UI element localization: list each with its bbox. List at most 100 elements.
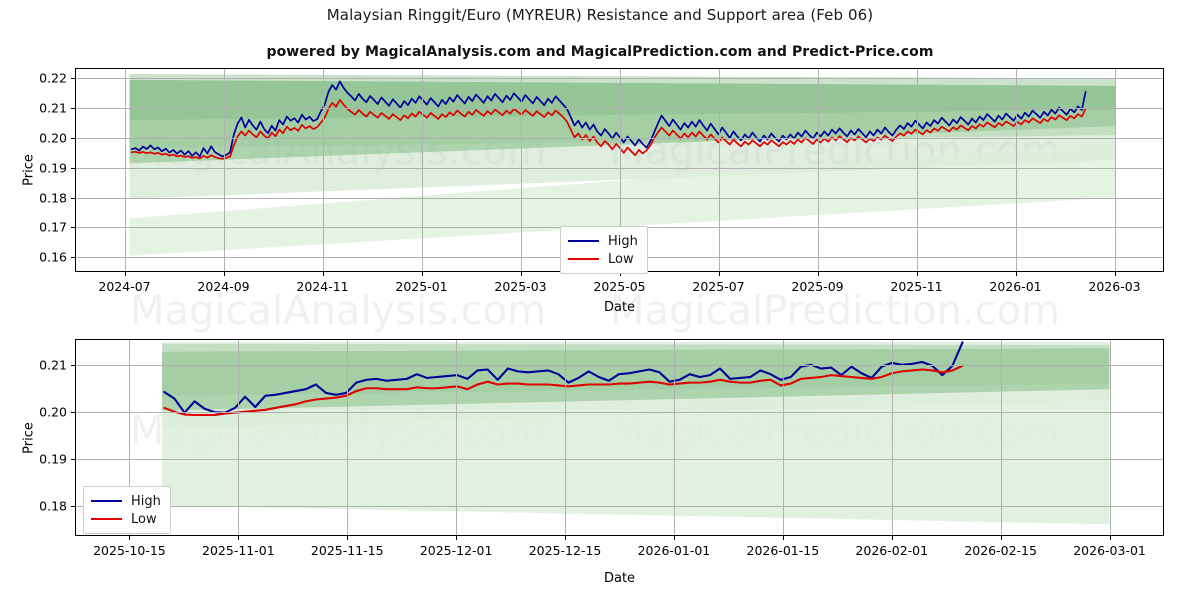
x-gridline [456,339,458,536]
band-resistance-support-mid [162,343,1110,396]
y-tickmark [71,108,75,110]
x-tick-label: 2024-09 [197,279,250,294]
legend-swatch-high-icon [568,240,599,242]
y-tick-label: 0.17 [39,219,67,235]
x-tick-label: 2024-11 [296,279,349,294]
x-tick-label: 2025-03 [494,279,547,294]
x-tickmark [124,272,126,276]
x-tickmark [673,536,675,540]
chart-subtitle: powered by MagicalAnalysis.com and Magic… [266,44,934,60]
y-gridline [75,458,1164,460]
x-tick-label: 2026-02-15 [964,543,1037,558]
y-tick-label: 0.20 [39,404,67,420]
x-tickmark [1000,536,1002,540]
y-tickmark [71,458,75,460]
legend-swatch-high-icon [91,500,122,502]
x-gridline [421,68,423,272]
legend-label: Low [608,251,634,267]
x-tickmark [223,272,225,276]
y-tick-label: 0.18 [39,498,67,513]
x-tick-label: 2025-10-15 [93,543,166,558]
y-tickmark [71,227,75,229]
x-tickmark [1109,536,1111,540]
x-tick-label: 2025-05 [593,279,646,294]
series-line-low [130,99,1087,160]
x-tickmark [619,272,621,276]
x-tick-label: 2026-02-01 [855,543,929,558]
series-line-low [163,364,964,417]
watermark-text: MagicalPrediction.com [610,288,1060,334]
x-gridline [718,68,720,272]
x-tick-label: 2025-12-01 [419,543,493,558]
x-gridline [891,339,893,536]
band-resistance-support-dark [129,79,1115,164]
x-tickmark [129,536,131,540]
legend-label: High [608,233,638,249]
y-tick-label: 0.19 [39,451,67,467]
band-resistance-support-mid [129,74,1115,149]
legend-item-low[interactable]: Low [91,510,161,528]
x-tick-label: 2025-09 [791,279,844,294]
x-tickmark [916,272,918,276]
overview-y-axis-label: Price [21,154,37,186]
legend-item-high[interactable]: High [91,492,161,510]
y-tickmark [71,411,75,413]
y-tickmark [71,167,75,169]
x-gridline [129,339,131,536]
x-tickmark [891,536,893,540]
x-gridline [322,68,324,272]
y-tick-label: 0.20 [39,130,67,146]
overview-legend: High Low [560,226,648,274]
y-tickmark [71,137,75,139]
x-tickmark [817,272,819,276]
y-gridline [75,411,1164,413]
x-tick-label: 2025-11-15 [310,543,384,558]
x-tickmark [565,536,567,540]
x-gridline [223,68,225,272]
legend-item-low[interactable]: Low [568,250,638,268]
overview-plot-svg [129,74,1115,256]
zoom-legend: High Low [83,486,171,534]
series-line-high [163,341,964,414]
x-gridline [619,68,621,272]
x-tick-label: 2025-07 [692,279,745,294]
zoom-plot-area [75,339,1164,536]
x-gridline [916,68,918,272]
zoom-x-axis-label: Date [603,571,636,586]
x-tickmark [421,272,423,276]
y-tick-label: 0.19 [39,160,67,176]
y-tickmark [71,505,75,507]
x-tickmark [1015,272,1017,276]
y-tickmark [71,78,75,80]
legend-item-high[interactable]: High [568,232,638,250]
x-tick-label: 2026-01 [989,279,1042,294]
x-tickmark [238,536,240,540]
x-gridline [565,339,567,536]
y-tick-label: 0.21 [39,100,67,116]
band-support-faint-lower [129,142,1115,256]
x-gridline [817,68,819,272]
legend-swatch-low-icon [568,258,599,260]
x-tick-label: 2026-01-15 [746,543,820,558]
overview-x-axis-label: Date [603,300,636,315]
x-gridline [124,68,126,272]
overview-chart-axes: Price Date High Low 0.16 0.17 0.18 0.19 0.20 0… [21,68,1164,315]
zoom-chart-axes: Price Date High Low 0.18 0.19 0.20 0.21 2025-… [21,339,1164,586]
zoom-plot-svg [162,341,1110,525]
y-gridline [75,505,1164,507]
band-resistance-support-dark [162,348,1110,411]
y-tickmark [71,364,75,366]
x-gridline [673,339,675,536]
x-tick-label: 2026-01-01 [637,543,711,558]
y-gridline [75,364,1164,366]
y-tick-label: 0.22 [39,70,67,86]
legend-swatch-low-icon [91,518,122,520]
x-tickmark [322,272,324,276]
x-tick-label: 2025-01 [395,279,448,294]
series-line-high [130,80,1087,158]
x-tickmark [347,536,349,540]
legend-label: High [131,493,161,509]
x-tick-label: 2026-03-01 [1073,543,1146,558]
x-gridline [1015,68,1017,272]
